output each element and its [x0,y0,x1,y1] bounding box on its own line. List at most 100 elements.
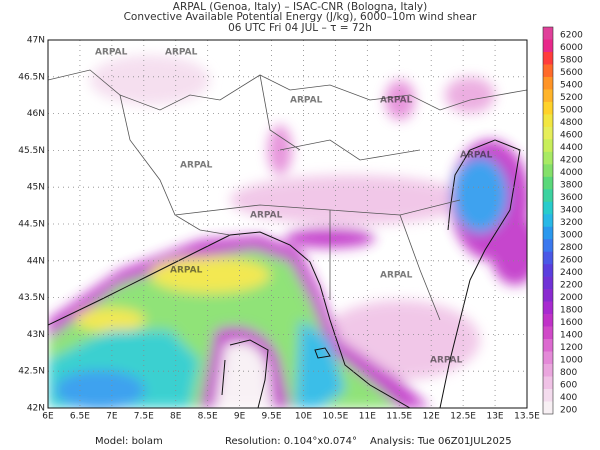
colorbar-swatch [543,239,553,253]
colorbar-swatch [543,276,553,290]
lon-label: 13.5E [514,412,540,422]
map-field [48,40,527,408]
lon-label: 13E [486,412,503,422]
colorbar-label: 600 [560,380,577,390]
colorbar-label: 1000 [560,355,583,365]
watermark: ARPAL [430,356,463,366]
colorbar-swatch [543,326,553,340]
colorbar-swatch [543,351,553,365]
lat-label: 45.5N [18,146,45,156]
lat-label: 45N [27,183,45,193]
lon-label: 7E [106,412,118,422]
colorbar-label: 2400 [560,268,583,278]
colorbar-swatch [543,27,553,40]
lat-label: 43.5N [18,293,45,303]
colorbar-swatch [543,226,553,240]
lat-label: 46N [27,109,45,119]
footer-model: Model: bolam [95,436,163,447]
lon-label: 11.5E [386,412,412,422]
watermark: ARPAL [380,271,413,281]
colorbar-swatch [543,251,553,265]
lon-label: 12E [423,412,440,422]
colorbar-label: 5200 [560,93,583,103]
colorbar-swatch [543,389,553,402]
colorbar-label: 5800 [560,56,583,66]
footer-resolution: Resolution: 0.104°x0.074° [225,436,357,447]
colorbar-label: 4200 [560,156,583,166]
colorbar-swatch [543,39,553,53]
lat-label: 47N [27,36,45,46]
colorbar-label: 2000 [560,293,583,303]
colorbar-label: 3400 [560,206,583,216]
colorbar-label: 4600 [560,131,583,141]
lon-label: 10E [295,412,312,422]
colorbar-label: 2600 [560,255,583,265]
colorbar-label: 6200 [560,31,583,41]
watermark: ARPAL [165,48,198,58]
colorbar-label: 1600 [560,318,583,328]
colorbar-label: 800 [560,368,577,378]
lat-label: 43N [27,330,45,340]
colorbar-label: 5400 [560,81,583,91]
watermark: ARPAL [170,266,203,276]
colorbar: 6200 6000 5800 5600 5400 5200 5000 4800 4600 4400… [542,26,583,415]
lon-label: 8E [170,412,182,422]
colorbar-swatch [543,189,553,203]
watermark: ARPAL [380,96,413,106]
watermark: ARPAL [95,48,128,58]
footer-analysis: Analysis: Tue 06Z01JUL2025 [370,436,512,447]
colorbar-swatch [543,76,553,90]
colorbar-label: 400 [560,393,577,403]
colorbar-swatch [543,64,553,78]
lon-label: 12.5E [450,412,476,422]
colorbar-label: 3200 [560,218,583,228]
colorbar-label: 200 [560,405,577,415]
colorbar-label: 5600 [560,68,583,78]
colorbar-swatch [543,289,553,302]
lon-label: 7.5E [134,412,154,422]
colorbar-frame [542,26,554,415]
colorbar-swatch [543,89,553,103]
lat-label: 44.5N [18,220,45,230]
colorbar-label: 5000 [560,106,583,116]
colorbar-swatch [543,401,553,415]
lat-label: 42N [27,404,45,414]
colorbar-swatch [543,151,553,165]
colorbar-label: 1800 [560,305,583,315]
colorbar-label: 4000 [560,168,583,178]
colorbar-swatch [543,201,553,215]
lat-label: 42.5N [18,367,45,377]
colorbar-swatch [543,264,553,277]
colorbar-swatch [543,176,553,190]
colorbar-label: 3800 [560,181,583,191]
colorbar-swatch [543,114,553,128]
colorbar-swatch [543,314,553,327]
lon-label: 9E [234,412,246,422]
colorbar-label: 3600 [560,193,583,203]
colorbar-label: 1400 [560,330,583,340]
lon-label: 10.5E [323,412,349,422]
graticule: 47N 46.5N 46N 45.5N 45N 44.5N 44N 43.5N 43N 42.5N… [18,36,540,422]
lon-label: 8.5E [198,412,218,422]
colorbar-label: 2800 [560,243,583,253]
colorbar-swatch [543,376,553,390]
colorbar-label: 1200 [560,343,583,353]
watermark: ARPAL [250,211,283,221]
header-line: 06 UTC Fri 04 JUL – τ = 72h [228,22,372,34]
lat-label: 44N [27,256,45,266]
lon-label: 9.5E [262,412,282,422]
colorbar-swatch [543,301,553,315]
watermark: ARPAL [460,151,493,161]
lat-label: 46.5N [18,72,45,82]
colorbar-label: 6000 [560,43,583,53]
colorbar-label: 4800 [560,118,583,128]
watermark: ARPAL [180,161,213,171]
lon-label: 6E [42,412,54,422]
watermark: ARPAL [290,96,323,106]
colorbar-swatch [543,101,553,115]
colorbar-swatch [543,51,553,65]
lon-label: 11E [359,412,376,422]
colorbar-swatch [543,214,553,228]
colorbar-label: 3000 [560,230,583,240]
